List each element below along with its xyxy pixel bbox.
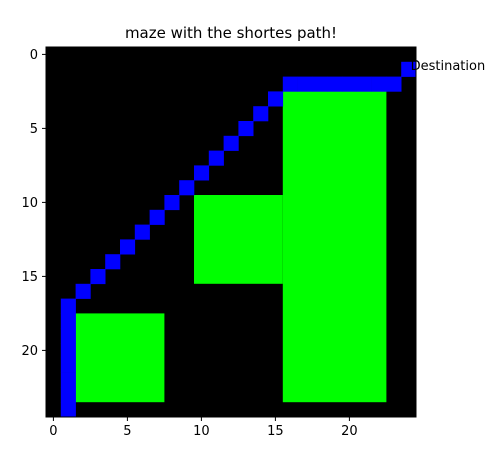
y-tick-label: 5	[30, 122, 38, 137]
axes: 0 5 10 15 20 0 5 10 15 20	[21, 46, 417, 439]
annotations: Destination	[411, 59, 486, 74]
path-cell	[371, 76, 387, 92]
y-tick-label: 10	[21, 196, 38, 211]
path-cell	[60, 372, 76, 388]
axes-frame	[45, 46, 417, 418]
obstacle-c	[282, 91, 387, 403]
x-tick-label: 10	[193, 424, 210, 439]
path-cell	[223, 135, 239, 151]
path-cell	[268, 91, 284, 107]
y-tick-label: 20	[21, 344, 38, 359]
y-tick-label: 15	[21, 270, 38, 285]
path-cell	[327, 76, 343, 92]
path-cell	[134, 224, 150, 240]
path-cell	[253, 106, 269, 122]
path-cell	[312, 76, 328, 92]
y-tick-label: 0	[30, 48, 38, 63]
path-cell	[60, 328, 76, 344]
path-cell	[342, 76, 358, 92]
path-cell	[60, 402, 76, 418]
path-cell	[60, 343, 76, 359]
plot-area	[46, 47, 417, 418]
path-cell	[297, 76, 313, 92]
chart-title: maze with the shortes path!	[125, 24, 337, 42]
path-cell	[60, 357, 76, 373]
path-cell	[356, 76, 372, 92]
path-cell	[164, 195, 180, 211]
x-tick-label: 5	[123, 424, 131, 439]
destination-label: Destination	[411, 59, 486, 74]
path-cell	[238, 121, 254, 137]
obstacle-a	[75, 313, 165, 403]
path-cell	[105, 254, 121, 270]
path-cell	[179, 180, 195, 196]
path-cell	[60, 298, 76, 314]
path-cell	[60, 313, 76, 329]
x-tick-label: 15	[267, 424, 284, 439]
path-cell	[149, 209, 165, 225]
obstacle-b	[194, 195, 283, 284]
path-cell	[194, 165, 210, 181]
path-cell	[401, 61, 417, 77]
x-tick-label: 0	[49, 424, 57, 439]
path-cell	[90, 269, 106, 285]
path-cell	[208, 150, 224, 166]
path-cell	[60, 387, 76, 403]
x-tick-label: 20	[341, 424, 358, 439]
path-cell	[282, 76, 298, 92]
path-cell	[120, 239, 136, 255]
path-cell	[386, 76, 402, 92]
path-cell	[75, 283, 91, 299]
